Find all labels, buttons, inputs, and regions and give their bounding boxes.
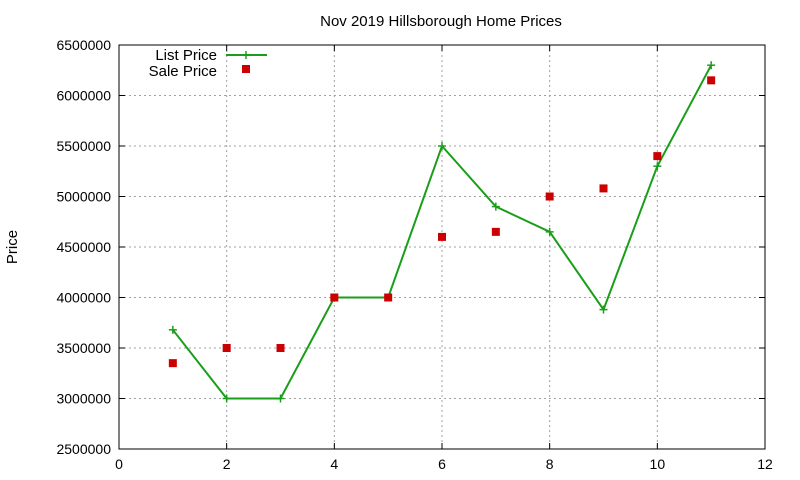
- sale-price-point: [545, 192, 554, 201]
- y-tick-label: 4000000: [56, 290, 111, 306]
- sale-price-point: [653, 152, 662, 161]
- y-tick-label: 5000000: [56, 189, 111, 205]
- y-tick-label: 6500000: [56, 37, 111, 53]
- x-tick-label: 4: [330, 456, 338, 472]
- x-tick-label: 2: [223, 456, 231, 472]
- axis-ticks: 0 2 4 6 8 10 12 2500000 3000000 3500000 4000000 450…: [56, 37, 773, 472]
- list-price-point: [545, 227, 554, 236]
- series-layer: [168, 61, 716, 403]
- sale-price-legend-label: Sale Price: [149, 63, 217, 80]
- y-tick-label: 6000000: [56, 88, 111, 104]
- list-price-point: [276, 394, 285, 403]
- list-price-point: [653, 162, 662, 171]
- sale-price-legend-marker: [242, 65, 250, 73]
- x-tick-label: 0: [115, 456, 123, 472]
- sale-price-point: [599, 184, 608, 193]
- list-price-point: [222, 394, 231, 403]
- y-tick-label: 5500000: [56, 138, 111, 154]
- list-price-point: [438, 142, 446, 150]
- list-price-point: [168, 325, 177, 334]
- chart-title: Nov 2019 Hillsborough Home Prices: [320, 13, 562, 30]
- list-price-legend-marker: [242, 51, 250, 59]
- x-tick-label: 12: [757, 456, 773, 472]
- x-tick-label: 6: [438, 456, 446, 472]
- list-price-point: [491, 202, 500, 211]
- y-tick-label: 3000000: [56, 391, 111, 407]
- sale-price-point: [222, 344, 231, 352]
- y-tick-label: 3500000: [56, 340, 111, 356]
- sale-price-point: [276, 344, 285, 352]
- sale-price-point: [330, 293, 339, 302]
- grid-lines: [119, 45, 765, 449]
- y-axis-label: Price: [4, 230, 21, 264]
- x-tick-label: 10: [650, 456, 666, 472]
- list-price-legend-label: List Price: [155, 47, 217, 64]
- x-tick-label: 8: [546, 456, 554, 472]
- y-tick-label: 4500000: [56, 239, 111, 255]
- y-tick-label: 2500000: [56, 441, 111, 457]
- sale-price-point: [707, 76, 716, 85]
- sale-price-point: [168, 359, 177, 368]
- list-price-point: [707, 61, 716, 70]
- sale-price-point: [491, 227, 500, 236]
- list-price-point: [599, 305, 608, 314]
- sale-price-point: [384, 293, 393, 302]
- sale-price-point: [438, 232, 446, 241]
